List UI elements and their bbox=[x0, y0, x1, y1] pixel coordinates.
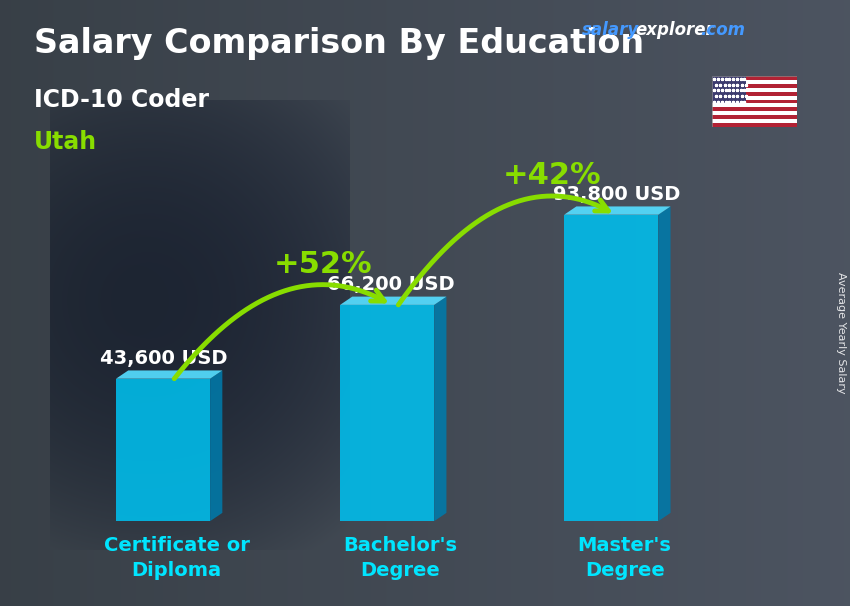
Text: Master's
Degree: Master's Degree bbox=[578, 536, 672, 580]
Text: salary: salary bbox=[582, 21, 639, 39]
Bar bbox=[116, 379, 210, 521]
Polygon shape bbox=[434, 296, 446, 521]
Bar bbox=[712, 107, 797, 112]
Bar bbox=[712, 84, 797, 88]
Text: explorer: explorer bbox=[636, 21, 715, 39]
Polygon shape bbox=[116, 370, 223, 379]
Bar bbox=[712, 88, 797, 92]
Bar bbox=[712, 76, 746, 104]
Bar bbox=[712, 80, 797, 84]
Bar bbox=[712, 96, 797, 99]
Bar bbox=[712, 92, 797, 96]
Polygon shape bbox=[340, 296, 446, 305]
Bar bbox=[712, 112, 797, 115]
Bar bbox=[712, 119, 797, 123]
Text: 43,600 USD: 43,600 USD bbox=[100, 349, 228, 368]
Text: +52%: +52% bbox=[274, 250, 372, 279]
Bar bbox=[564, 215, 658, 521]
Text: Certificate or
Diploma: Certificate or Diploma bbox=[104, 536, 249, 580]
Text: 66,200 USD: 66,200 USD bbox=[326, 275, 454, 295]
Bar bbox=[712, 99, 797, 104]
Polygon shape bbox=[658, 207, 671, 521]
Text: Utah: Utah bbox=[34, 130, 97, 155]
Text: .com: .com bbox=[700, 21, 745, 39]
Text: 93,800 USD: 93,800 USD bbox=[553, 185, 680, 204]
Text: +42%: +42% bbox=[503, 161, 602, 190]
Bar bbox=[712, 123, 797, 127]
Text: Bachelor's
Degree: Bachelor's Degree bbox=[343, 536, 457, 580]
Bar bbox=[712, 115, 797, 119]
Text: ICD-10 Coder: ICD-10 Coder bbox=[34, 88, 209, 112]
Bar bbox=[712, 104, 797, 107]
Polygon shape bbox=[564, 207, 671, 215]
Text: Average Yearly Salary: Average Yearly Salary bbox=[836, 273, 846, 394]
Text: Salary Comparison By Education: Salary Comparison By Education bbox=[34, 27, 644, 60]
Bar bbox=[712, 76, 797, 80]
Polygon shape bbox=[210, 370, 223, 521]
Bar bbox=[340, 305, 434, 521]
